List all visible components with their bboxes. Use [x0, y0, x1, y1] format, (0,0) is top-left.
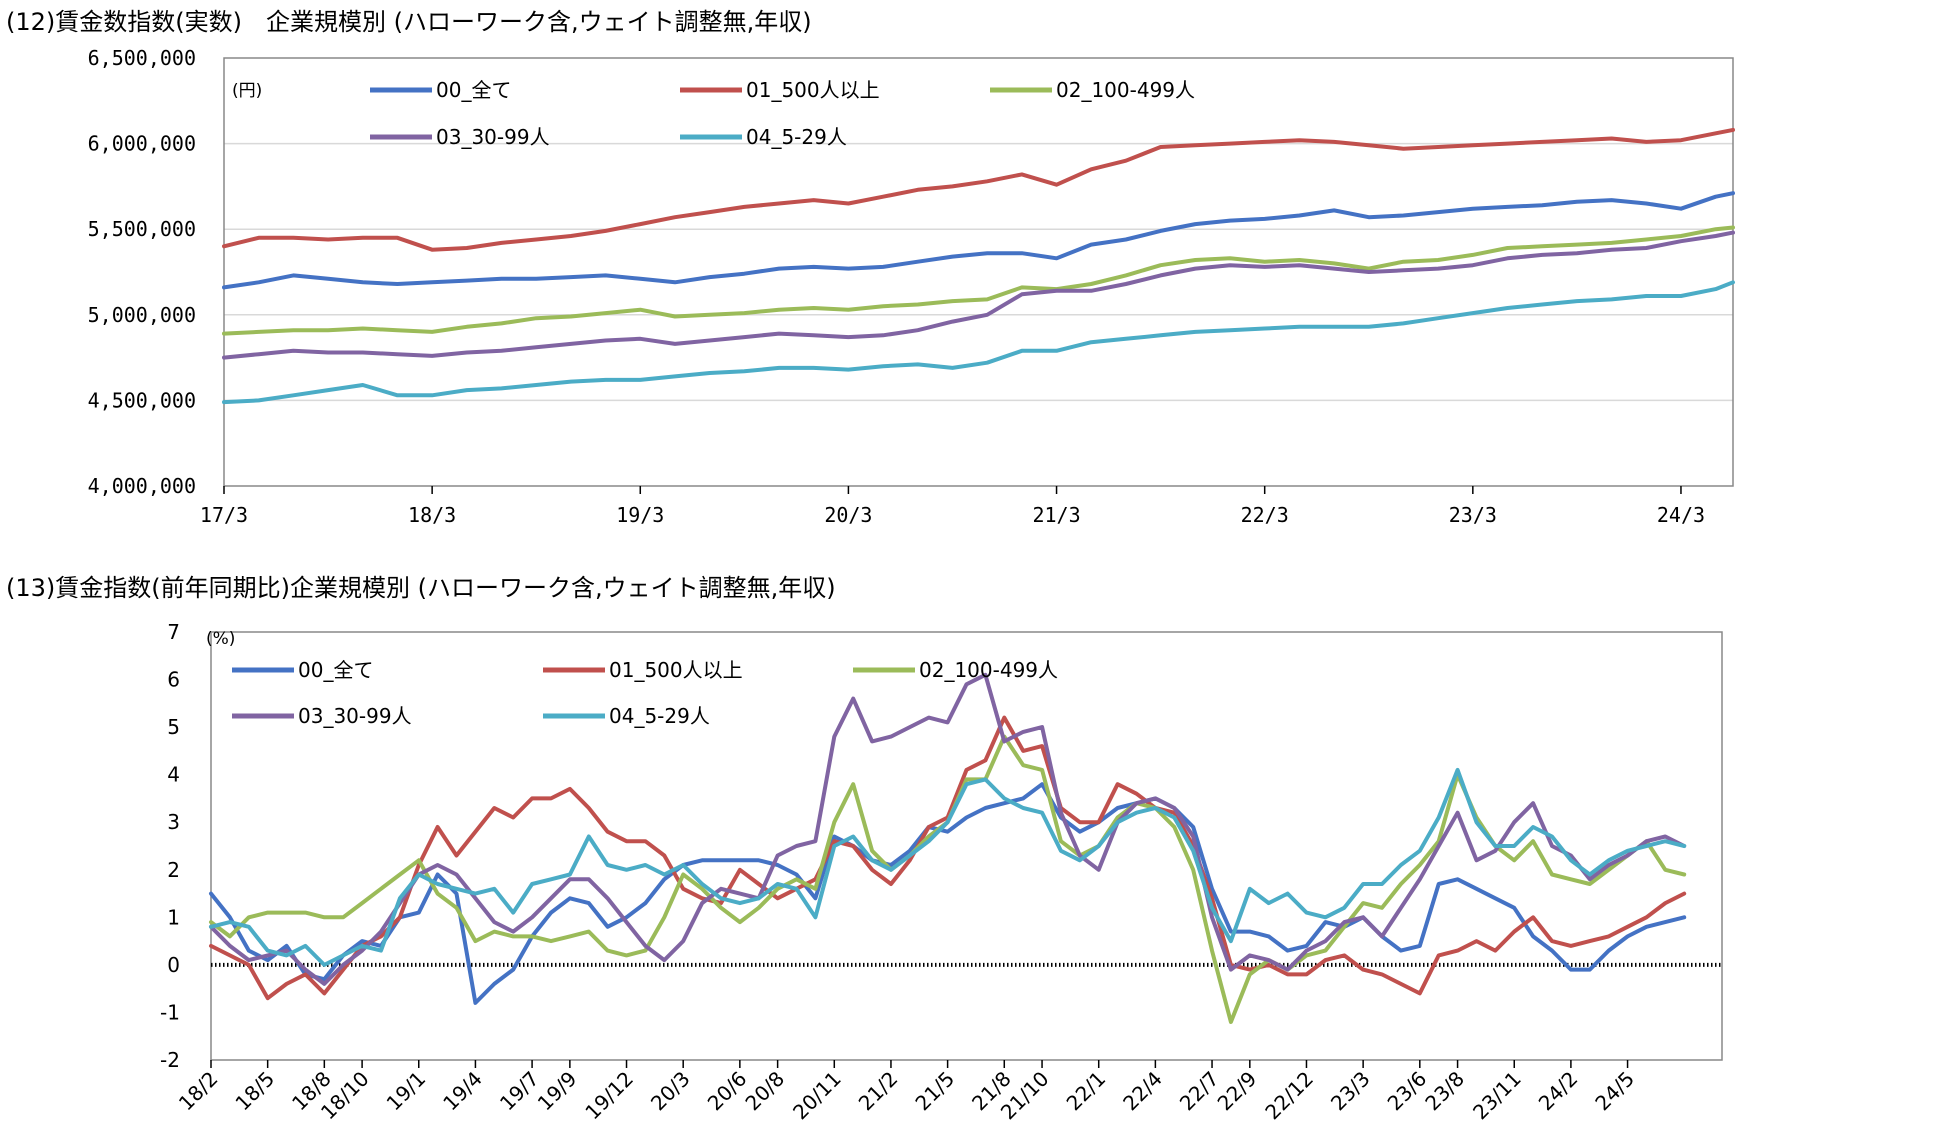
series-line-04_5-29人 [209, 767, 1687, 967]
x-tick-label: 21/3 [1032, 503, 1080, 527]
x-tick-label: 23/6 [1383, 1067, 1432, 1116]
x-tick-label: 18/5 [230, 1067, 279, 1116]
y-tick-label: 4 [167, 763, 180, 787]
legend-label: 03_30-99人 [298, 704, 412, 728]
x-tick-label: 19/7 [495, 1067, 544, 1116]
x-tick-label: 23/3 [1326, 1067, 1375, 1116]
series-line-01_500人以上 [209, 715, 1687, 1001]
chart-1: 4,000,000 4,500,000 5,000,000 5,500,000 6,00… [88, 46, 1735, 527]
series-line-00_全て [222, 191, 1735, 290]
plot-area [223, 57, 1734, 487]
y-tick-label: 6 [167, 668, 180, 692]
y-tick-label: 6,500,000 [88, 46, 196, 70]
x-tick-label: 24/2 [1534, 1067, 1583, 1116]
y-tick-label: 7 [167, 620, 180, 644]
x-tick-label: 22/3 [1241, 503, 1289, 527]
y-tick-label: 3 [167, 810, 180, 834]
legend-label: 04_5-29人 [746, 125, 847, 149]
y-tick-label: 5,500,000 [88, 217, 196, 241]
legend-label: 02_100-499人 [1056, 78, 1195, 102]
plot-area [210, 631, 1723, 1061]
series-line-01_500人以上 [222, 127, 1735, 252]
x-tick-label: 20/11 [788, 1067, 846, 1125]
legend-label: 03_30-99人 [436, 125, 550, 149]
legend-label: 04_5-29人 [609, 704, 710, 728]
x-tick-label: 23/11 [1468, 1067, 1526, 1125]
x-tick-label: 24/3 [1657, 503, 1705, 527]
x-tick-label: 18/2 [174, 1067, 223, 1116]
series-line-03_30-99人 [222, 230, 1735, 360]
x-tick-label: 22/1 [1062, 1067, 1111, 1116]
x-tick-label: 22/4 [1118, 1067, 1167, 1116]
x-tick-label: 22/9 [1213, 1067, 1262, 1116]
y-tick-label: 5,000,000 [88, 303, 196, 327]
x-tick-label: 20/3 [824, 503, 872, 527]
y-tick-label: -2 [160, 1048, 180, 1072]
x-tick-label: 18/3 [408, 503, 456, 527]
legend-label: 02_100-499人 [919, 658, 1058, 682]
x-tick-label: 22/7 [1175, 1067, 1224, 1116]
x-tick-label: 17/3 [200, 503, 248, 527]
legend-label: 00_全て [298, 658, 373, 682]
x-tick-label: 23/3 [1449, 503, 1497, 527]
x-tick-label: 19/12 [580, 1067, 638, 1125]
y-tick-label: 6,000,000 [88, 132, 196, 156]
unit-label: (%) [206, 629, 235, 649]
x-tick-label: 19/3 [616, 503, 664, 527]
x-tick-label: 21/2 [854, 1067, 903, 1116]
x-tick-label: 19/4 [438, 1067, 487, 1116]
series-line-00_全て [209, 782, 1687, 1005]
x-tick-label: 20/3 [646, 1067, 695, 1116]
y-tick-label: 5 [167, 715, 180, 739]
x-tick-label: 20/8 [740, 1067, 789, 1116]
chart-1-title: (12)賃金数指数(実数) 企業規模別 (ハローワーク含,ウェイト調整無,年収) [6, 8, 812, 36]
y-tick-label: -1 [160, 1000, 180, 1024]
x-tick-label: 19/1 [382, 1067, 431, 1116]
chart-2-title: (13)賃金指数(前年同期比)企業規模別 (ハローワーク含,ウェイト調整無,年収… [6, 574, 836, 602]
series-line-03_30-99人 [209, 672, 1687, 986]
x-tick-label: 21/5 [910, 1067, 959, 1116]
series-line-02_100-499人 [222, 225, 1735, 336]
y-tick-label: 4,500,000 [88, 388, 196, 412]
x-tick-label: 20/6 [703, 1067, 752, 1116]
series-line-04_5-29人 [222, 280, 1735, 405]
x-tick-label: 23/8 [1420, 1067, 1469, 1116]
y-tick-label: 2 [167, 858, 180, 882]
unit-label: (円) [232, 81, 262, 101]
y-tick-label: 4,000,000 [88, 474, 196, 498]
legend-label: 00_全て [436, 78, 511, 102]
x-tick-label: 22/12 [1260, 1067, 1318, 1125]
y-tick-label: 0 [167, 953, 180, 977]
x-tick-label: 19/9 [533, 1067, 582, 1116]
legend-label: 01_500人以上 [746, 78, 880, 102]
legend-label: 01_500人以上 [609, 658, 743, 682]
y-tick-label: 1 [167, 905, 180, 929]
x-tick-label: 24/5 [1590, 1067, 1639, 1116]
